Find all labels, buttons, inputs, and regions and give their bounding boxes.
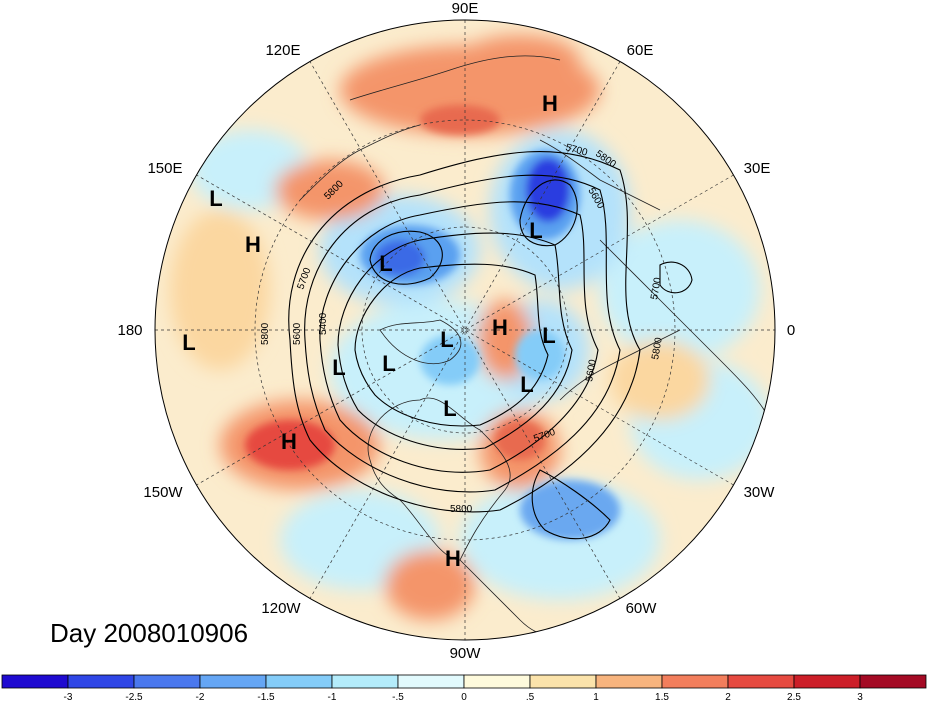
low-pressure-center: L	[542, 323, 555, 348]
low-pressure-center: L	[332, 355, 345, 380]
contour-label: 5400	[318, 312, 329, 335]
lon-label: 0	[787, 322, 795, 339]
lon-label: 60W	[626, 600, 658, 617]
colorbar-swatch	[793, 674, 861, 689]
colorbar-tick-label: 3	[857, 692, 863, 702]
lon-label: 90W	[450, 645, 482, 662]
colorbar-swatch	[661, 674, 729, 689]
lon-label: 180	[117, 322, 142, 339]
high-pressure-center: H	[445, 546, 461, 571]
colorbar-swatch	[67, 674, 135, 689]
lon-label: 120W	[261, 600, 301, 617]
coastlines	[299, 55, 771, 636]
colorbar-swatch	[133, 674, 201, 689]
high-pressure-center: H	[492, 315, 508, 340]
low-pressure-center: L	[529, 218, 542, 243]
colorbar-tick-label: -3	[64, 692, 73, 702]
colorbar-swatch	[529, 674, 597, 689]
high-pressure-center: H	[245, 232, 261, 257]
contour-labels: 5800 5700 5600 5400 5800 5700 5600 5800 …	[260, 142, 665, 515]
contour-label: 5600	[584, 358, 599, 382]
low-pressure-center: L	[443, 396, 456, 421]
colorbar-tick-label: .5	[526, 692, 535, 702]
colorbar-tick-label: 2	[725, 692, 731, 702]
contour-label: 5600	[292, 322, 303, 345]
colorbar-tick-label: -1	[328, 692, 337, 702]
longitude-labels: 90E 60E 30E 0 30W 60W 90W 120W 150W 180 …	[117, 0, 795, 662]
colorbar-swatch	[199, 674, 267, 689]
lon-label: 30W	[744, 484, 776, 501]
colorbar-tick-label: 1.5	[655, 692, 669, 702]
polar-stereographic-map: 90E 60E 30E 0 30W 60W 90W 120W 150W 180 …	[117, 0, 795, 662]
low-pressure-center: L	[440, 327, 453, 352]
colorbar-swatch	[463, 674, 531, 689]
colorbar-swatch	[727, 674, 795, 689]
colorbar-tick-label: 2.5	[787, 692, 801, 702]
map-boundary	[154, 19, 776, 641]
contour-label: 5800	[650, 336, 665, 360]
lon-label: 30E	[744, 160, 771, 177]
lon-label: 150W	[143, 484, 183, 501]
colorbar-swatch	[331, 674, 399, 689]
low-pressure-center: L	[520, 372, 533, 397]
colorbar: -3 -2.5 -2 -1.5 -1 -.5 0 .5 1 1.5 2 2.5 3	[1, 674, 927, 702]
colorbar-tick-label: 1	[593, 692, 599, 702]
lon-label: 150E	[147, 160, 182, 177]
colorbar-swatch	[397, 674, 465, 689]
low-pressure-center: L	[379, 251, 392, 276]
low-pressure-center: L	[182, 330, 195, 355]
colorbar-swatch	[1, 674, 69, 689]
high-pressure-center: H	[542, 91, 558, 116]
colorbar-swatch	[859, 674, 927, 689]
contour-label: 5800	[450, 504, 473, 515]
anomaly-shading	[155, 20, 775, 640]
date-label: Day 2008010906	[50, 618, 249, 648]
lon-label: 90E	[452, 0, 479, 17]
colorbar-tick-label: 0	[461, 692, 467, 702]
colorbar-tick-label: -2	[196, 692, 205, 702]
contour-label: 5700	[649, 276, 664, 300]
lon-label: 120E	[265, 42, 300, 59]
colorbar-tick-label: -2.5	[125, 692, 143, 702]
lon-label: 60E	[627, 42, 654, 59]
low-pressure-center: L	[209, 186, 222, 211]
pressure-centers: H L H L L L H L L L L L L H H	[182, 91, 558, 571]
colorbar-swatch	[595, 674, 663, 689]
colorbar-tick-label: -.5	[392, 692, 404, 702]
colorbar-swatch	[265, 674, 333, 689]
graticule	[155, 20, 775, 640]
colorbar-tick-label: -1.5	[257, 692, 275, 702]
high-pressure-center: H	[281, 429, 297, 454]
low-pressure-center: L	[382, 351, 395, 376]
contour-label: 5800	[260, 322, 271, 345]
height-contours	[288, 151, 693, 540]
